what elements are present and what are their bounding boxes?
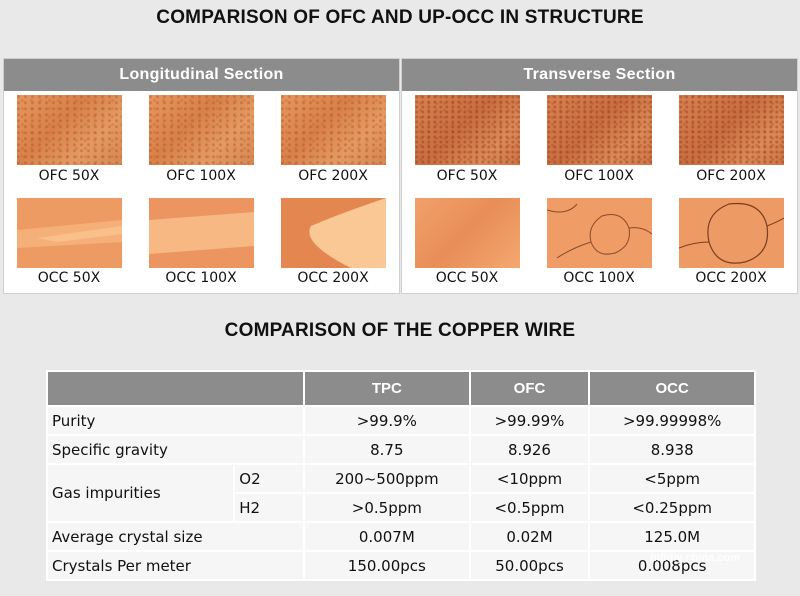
longitudinal-section-panel: Longitudinal Section OFC 50X OFC 100X OF… (3, 58, 400, 294)
caption-long-ofc-100x: OFC 100X (166, 168, 236, 184)
row-label-crystals-per-meter: Crystals Per meter (45, 550, 306, 581)
o2-ofc: <10ppm (468, 463, 591, 494)
table-row: H2 >0.5ppm <0.5ppm <0.25ppm (47, 492, 756, 523)
copper-wire-comparison-table: TPC OFC OCC Purity >99.9% >99.99% >99.99… (45, 370, 756, 581)
micrograph-trans-occ-200x (679, 198, 784, 268)
caption-trans-ofc-50x: OFC 50X (436, 168, 498, 184)
row-label-gas-impurities: Gas impurities (45, 463, 236, 523)
micrograph-trans-occ-100x (547, 198, 652, 268)
crystals-per-meter-occ: 0.008pcs (588, 550, 756, 581)
longitudinal-section-header: Longitudinal Section (4, 59, 399, 91)
caption-trans-occ-100x: OCC 100X (563, 270, 635, 286)
purity-occ: >99.99998% (588, 405, 756, 436)
o2-occ: <5ppm (588, 463, 756, 494)
micrograph-long-ofc-50x (17, 95, 122, 165)
micrograph-long-occ-50x (17, 198, 122, 268)
micrograph-trans-ofc-100x (547, 95, 652, 165)
table-row: Purity >99.9% >99.99% >99.99998% (45, 405, 756, 436)
header-ofc: OFC (468, 370, 591, 407)
gravity-occ: 8.938 (588, 434, 756, 465)
table-row: Specific gravity 8.75 8.926 8.938 (45, 434, 756, 465)
header-occ: OCC (588, 370, 756, 407)
page-title-structure: COMPARISON OF OFC AND UP-OCC IN STRUCTUR… (156, 7, 644, 28)
crystal-size-ofc: 0.02M (468, 521, 591, 552)
caption-long-occ-200x: OCC 200X (297, 270, 369, 286)
micrograph-long-ofc-200x (281, 95, 386, 165)
gravity-tpc: 8.75 (303, 434, 471, 465)
row-label-h2: H2 (233, 492, 306, 523)
row-label-gravity: Specific gravity (45, 434, 306, 465)
o2-tpc: 200~500ppm (303, 463, 471, 494)
caption-long-ofc-200x: OFC 200X (298, 168, 368, 184)
table-row: Average crystal size 0.007M 0.02M 125.0M (45, 521, 756, 552)
caption-trans-ofc-200x: OFC 200X (696, 168, 766, 184)
micrograph-trans-ofc-200x (679, 95, 784, 165)
caption-long-occ-100x: OCC 100X (165, 270, 237, 286)
micrograph-trans-ofc-50x (415, 95, 520, 165)
table-row: Crystals Per meter 150.00pcs 50.00pcs 0.… (45, 550, 756, 581)
h2-ofc: <0.5ppm (468, 492, 591, 523)
transverse-section-panel: Transverse Section OFC 50X OFC 100X OFC … (401, 58, 798, 294)
crystals-per-meter-tpc: 150.00pcs (303, 550, 471, 581)
page-title-wire: COMPARISON OF THE COPPER WIRE (224, 320, 576, 341)
crystal-size-tpc: 0.007M (303, 521, 471, 552)
header-blank (45, 370, 306, 407)
table-row: Gas impurities O2 200~500ppm <10ppm <5pp… (45, 463, 756, 523)
h2-tpc: >0.5ppm (303, 492, 471, 523)
row-label-crystal-size: Average crystal size (45, 521, 306, 552)
micrograph-long-ofc-100x (149, 95, 254, 165)
caption-trans-occ-200x: OCC 200X (695, 270, 767, 286)
site-watermark: hifidiy china.com (650, 552, 740, 564)
crystals-per-meter-ofc: 50.00pcs (468, 550, 591, 581)
row-label-o2: O2 (233, 463, 306, 494)
gravity-ofc: 8.926 (468, 434, 591, 465)
micrograph-long-occ-200x (281, 198, 386, 268)
table-header-row: TPC OFC OCC (45, 370, 756, 407)
purity-ofc: >99.99% (468, 405, 591, 436)
header-tpc: TPC (303, 370, 471, 407)
caption-long-ofc-50x: OFC 50X (38, 168, 100, 184)
crystal-size-occ: 125.0M (588, 521, 756, 552)
transverse-section-header: Transverse Section (402, 59, 797, 91)
micrograph-trans-occ-50x (415, 198, 520, 268)
caption-long-occ-50x: OCC 50X (37, 270, 101, 286)
purity-tpc: >99.9% (303, 405, 471, 436)
h2-occ: <0.25ppm (588, 492, 756, 523)
caption-trans-occ-50x: OCC 50X (435, 270, 499, 286)
micrograph-long-occ-100x (149, 198, 254, 268)
caption-trans-ofc-100x: OFC 100X (564, 168, 634, 184)
row-label-purity: Purity (45, 405, 306, 436)
